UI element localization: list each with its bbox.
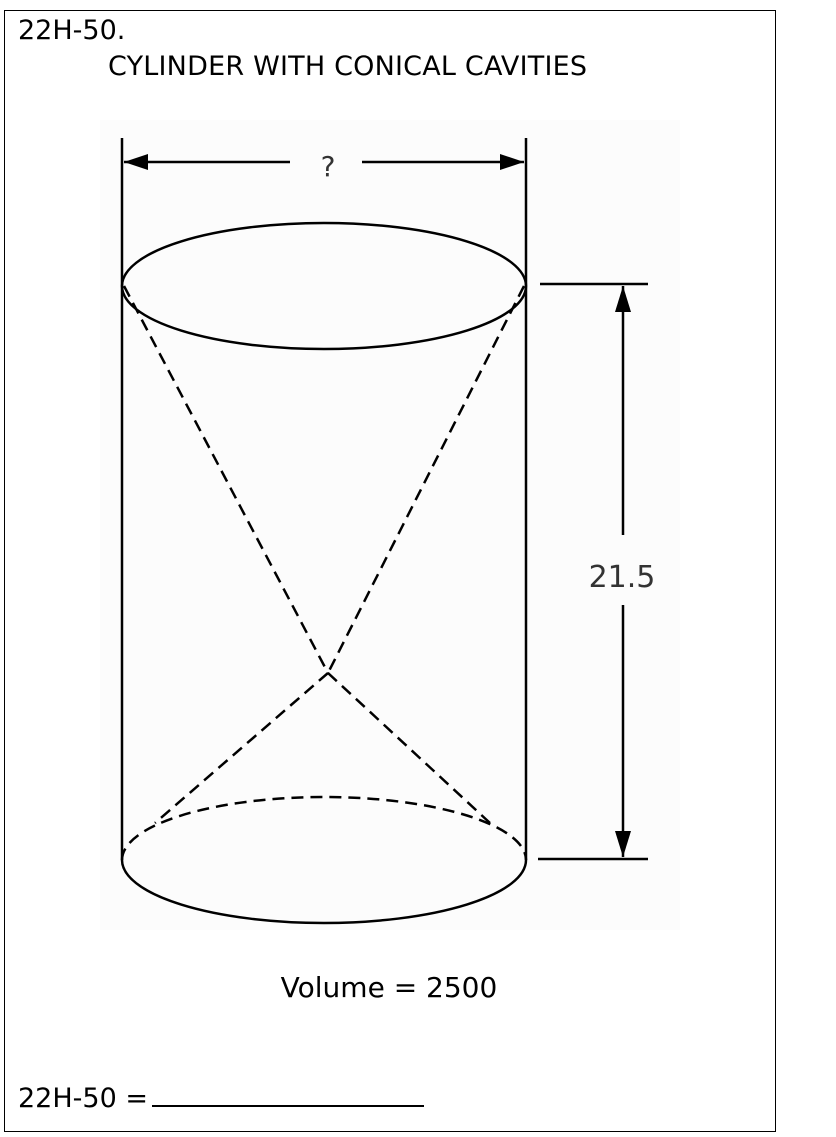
problem-id: 22H-50. (18, 15, 126, 46)
answer-label: 22H-50 = (18, 1083, 148, 1114)
lower-cone-left-edge (154, 672, 329, 824)
diameter-label: ? (321, 150, 336, 183)
cylinder-bottom-front-edge (120, 859, 528, 925)
cylinder-bottom-back-edge (120, 795, 528, 861)
answer-row: 22H-50 = (18, 1077, 424, 1117)
answer-blank[interactable] (151, 1077, 424, 1107)
height-arrowhead-top (615, 286, 631, 312)
figure-background (100, 120, 680, 930)
cylinder-diagram: ? 21.5 (100, 120, 680, 930)
upper-cone-right-edge (326, 285, 526, 674)
cylinder-top-ellipse (120, 221, 528, 351)
volume-text: Volume = 2500 (280, 971, 498, 1004)
upper-cone-left-edge (122, 285, 330, 674)
height-label: 21.5 (589, 560, 656, 595)
diameter-arrowhead-right (500, 154, 524, 170)
problem-title: CYLINDER WITH CONICAL CAVITIES (108, 51, 588, 82)
diameter-arrowhead-left (124, 154, 148, 170)
problem-frame (4, 10, 776, 1132)
height-arrowhead-bottom (615, 831, 631, 857)
